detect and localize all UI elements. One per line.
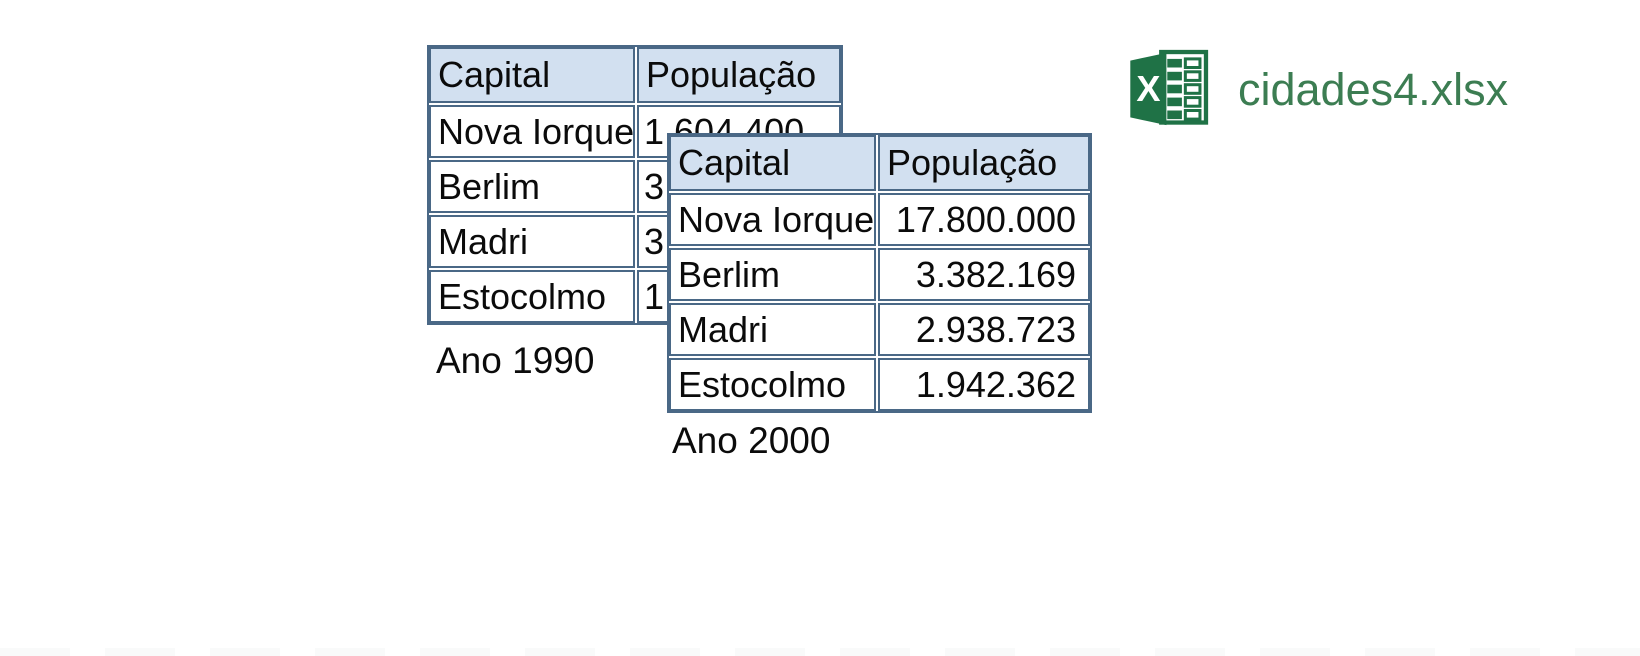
header-capital: Capital bbox=[429, 47, 635, 103]
cell-population: 3.382.169 bbox=[878, 248, 1090, 301]
header-populacao: População bbox=[637, 47, 841, 103]
cell-capital: Madri bbox=[429, 215, 635, 268]
excel-file-badge[interactable]: X cidades4.xlsx bbox=[1126, 46, 1508, 132]
cell-capital: Madri bbox=[669, 303, 876, 356]
header-capital: Capital bbox=[669, 135, 876, 191]
file-name-label: cidades4.xlsx bbox=[1238, 63, 1509, 115]
table-ano-2000: Capital População Nova Iorque 17.800.000… bbox=[667, 133, 1092, 413]
cell-population: 2.938.723 bbox=[878, 303, 1090, 356]
cell-capital: Estocolmo bbox=[429, 270, 635, 323]
caption-ano-2000: Ano 2000 bbox=[672, 420, 831, 461]
cell-capital: Berlim bbox=[429, 160, 635, 213]
cell-population: 17.800.000 bbox=[878, 193, 1090, 246]
cell-population: 1.942.362 bbox=[878, 358, 1090, 411]
caption-ano-1990: Ano 1990 bbox=[436, 340, 595, 381]
cell-capital: Nova Iorque bbox=[669, 193, 876, 246]
header-populacao: População bbox=[878, 135, 1090, 191]
svg-text:X: X bbox=[1136, 68, 1160, 109]
cell-capital: Estocolmo bbox=[669, 358, 876, 411]
excel-icon: X bbox=[1126, 46, 1212, 132]
table-ano-1990: Capital População Nova Iorque 1.604.400 … bbox=[427, 45, 843, 325]
bottom-edge-artifact bbox=[0, 648, 1640, 656]
cell-capital: Berlim bbox=[669, 248, 876, 301]
cell-capital: Nova Iorque bbox=[429, 105, 635, 158]
